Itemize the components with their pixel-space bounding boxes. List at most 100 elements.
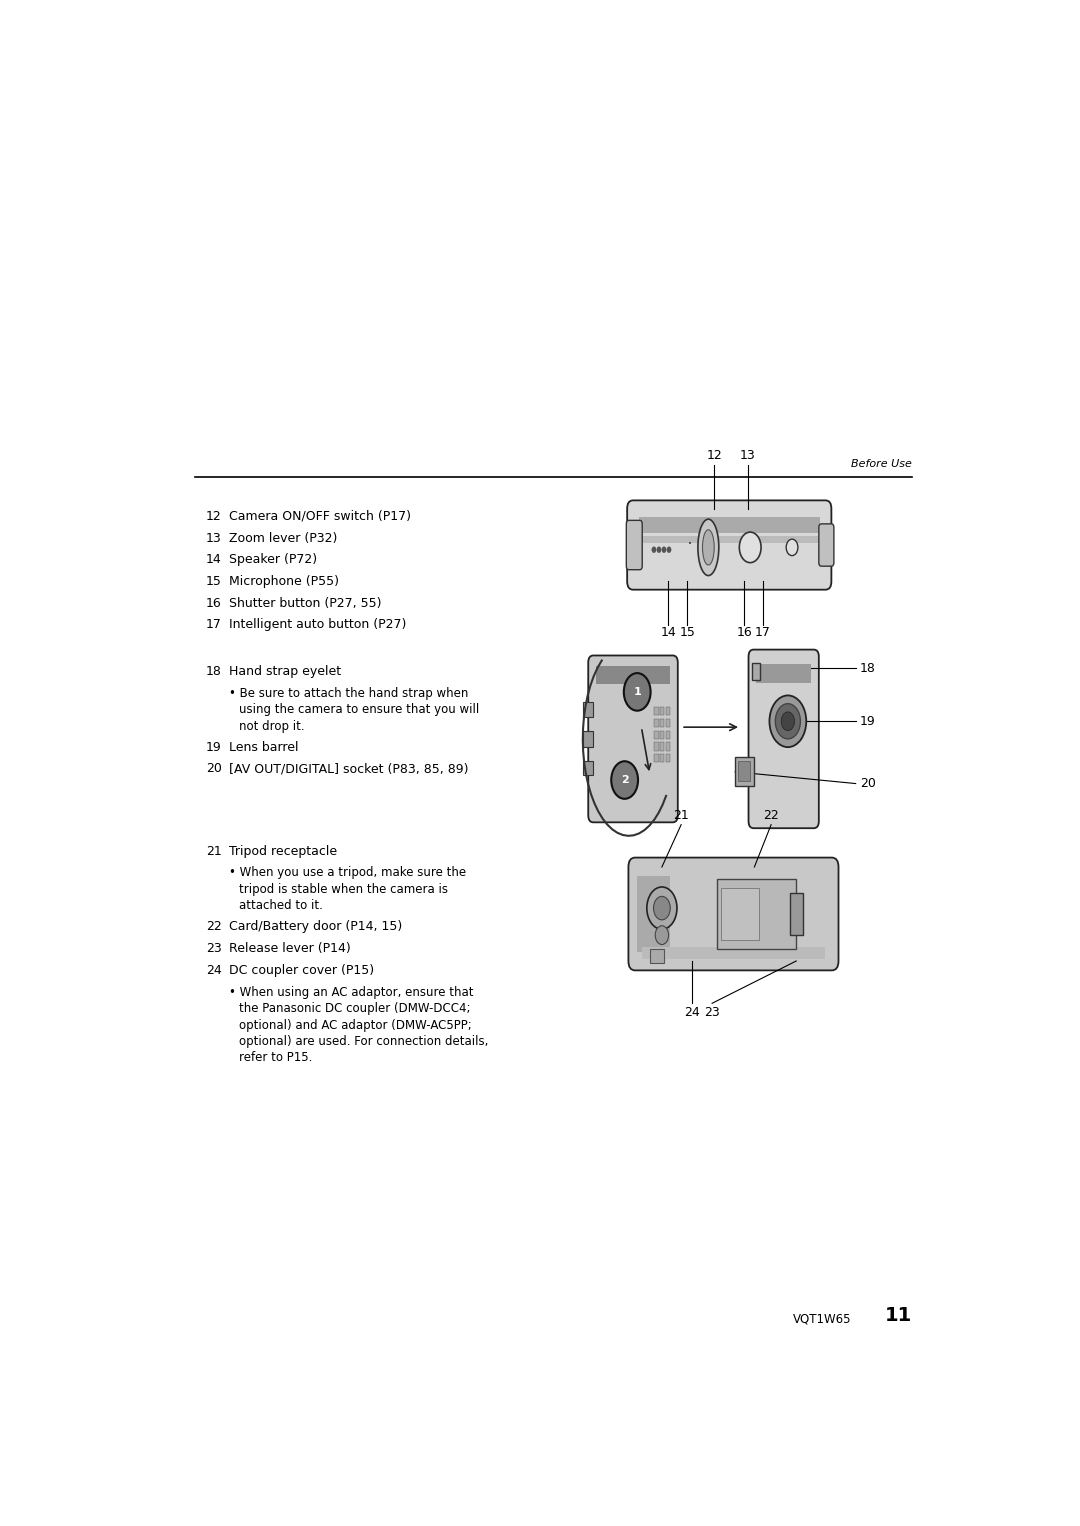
FancyBboxPatch shape xyxy=(627,501,832,589)
Text: [AV OUT/DIGITAL] socket (P83, 85, 89): [AV OUT/DIGITAL] socket (P83, 85, 89) xyxy=(229,763,469,775)
Text: Release lever (P14): Release lever (P14) xyxy=(229,942,351,955)
Text: using the camera to ensure that you will: using the camera to ensure that you will xyxy=(239,703,480,716)
Circle shape xyxy=(652,546,656,552)
Bar xyxy=(660,743,664,751)
Text: Before Use: Before Use xyxy=(851,459,912,468)
FancyBboxPatch shape xyxy=(589,656,678,823)
Text: 23: 23 xyxy=(206,942,221,955)
Text: 16: 16 xyxy=(737,626,752,639)
Bar xyxy=(650,949,663,963)
Circle shape xyxy=(769,696,807,748)
Bar xyxy=(791,893,802,935)
Text: 2: 2 xyxy=(621,775,629,784)
FancyBboxPatch shape xyxy=(819,523,834,566)
Bar xyxy=(654,743,659,751)
Text: Microphone (P55): Microphone (P55) xyxy=(229,575,339,588)
Bar xyxy=(654,707,659,716)
Text: Intelligent auto button (P27): Intelligent auto button (P27) xyxy=(229,618,406,632)
Text: 17: 17 xyxy=(206,618,222,632)
Text: optional) and AC adaptor (DMW-AC5PP;: optional) and AC adaptor (DMW-AC5PP; xyxy=(239,1018,472,1032)
Text: 13: 13 xyxy=(740,449,756,461)
Ellipse shape xyxy=(698,519,719,575)
Text: • When you use a tripod, make sure the: • When you use a tripod, make sure the xyxy=(229,867,465,879)
Text: 18: 18 xyxy=(206,665,222,678)
Text: 21: 21 xyxy=(206,845,221,858)
Circle shape xyxy=(647,887,677,929)
FancyArrowPatch shape xyxy=(684,723,737,731)
Bar xyxy=(717,879,796,949)
Text: 14: 14 xyxy=(660,626,676,639)
Text: Shutter button (P27, 55): Shutter button (P27, 55) xyxy=(229,597,381,610)
Text: the Panasonic DC coupler (DMW-DCC4;: the Panasonic DC coupler (DMW-DCC4; xyxy=(239,1003,470,1015)
Circle shape xyxy=(667,546,671,552)
Bar xyxy=(660,731,664,739)
Text: 22: 22 xyxy=(764,809,779,823)
Text: • When using an AC adaptor, ensure that: • When using an AC adaptor, ensure that xyxy=(229,986,473,998)
Bar xyxy=(654,754,659,763)
Text: optional) are used. For connection details,: optional) are used. For connection detai… xyxy=(239,1035,488,1048)
Bar xyxy=(583,761,593,775)
FancyBboxPatch shape xyxy=(626,520,643,569)
FancyBboxPatch shape xyxy=(748,650,819,829)
Bar xyxy=(642,946,825,958)
Text: not drop it.: not drop it. xyxy=(239,720,305,732)
Text: attached to it.: attached to it. xyxy=(239,899,323,913)
Text: tripod is stable when the camera is: tripod is stable when the camera is xyxy=(239,884,448,896)
Text: 20: 20 xyxy=(206,763,222,775)
Bar xyxy=(738,761,751,781)
Circle shape xyxy=(624,673,650,711)
Circle shape xyxy=(781,711,795,731)
Circle shape xyxy=(657,546,661,552)
Circle shape xyxy=(786,539,798,555)
Text: Speaker (P72): Speaker (P72) xyxy=(229,554,316,566)
Text: VQT1W65: VQT1W65 xyxy=(793,1312,851,1325)
Text: 13: 13 xyxy=(206,531,221,545)
Text: 21: 21 xyxy=(673,809,689,823)
Text: Hand strap eyelet: Hand strap eyelet xyxy=(229,665,341,678)
Text: 15: 15 xyxy=(679,626,696,639)
Bar xyxy=(654,719,659,728)
Text: 24: 24 xyxy=(206,964,221,977)
Bar xyxy=(639,517,820,533)
Text: • Be sure to attach the hand strap when: • Be sure to attach the hand strap when xyxy=(229,687,468,699)
Circle shape xyxy=(740,533,761,563)
Bar xyxy=(660,719,664,728)
Text: 17: 17 xyxy=(755,626,771,639)
Text: refer to P15.: refer to P15. xyxy=(239,1051,312,1065)
Text: •: • xyxy=(688,540,692,546)
Circle shape xyxy=(653,896,671,920)
Bar xyxy=(660,754,664,763)
Text: Camera ON/OFF switch (P17): Camera ON/OFF switch (P17) xyxy=(229,510,410,523)
Text: 14: 14 xyxy=(206,554,221,566)
Text: Lens barrel: Lens barrel xyxy=(229,740,298,754)
Text: Card/Battery door (P14, 15): Card/Battery door (P14, 15) xyxy=(229,920,402,934)
Bar xyxy=(666,719,671,728)
FancyBboxPatch shape xyxy=(629,858,838,971)
Text: 20: 20 xyxy=(860,777,876,790)
Circle shape xyxy=(656,926,669,945)
Bar xyxy=(583,702,593,717)
Bar xyxy=(735,757,754,786)
Bar xyxy=(660,707,664,716)
Bar xyxy=(666,707,671,716)
Bar xyxy=(583,731,593,748)
Text: 11: 11 xyxy=(885,1306,912,1325)
Bar xyxy=(666,743,671,751)
Text: 12: 12 xyxy=(206,510,221,523)
Text: 18: 18 xyxy=(860,662,876,674)
Bar xyxy=(666,731,671,739)
Text: 24: 24 xyxy=(684,1006,700,1019)
Bar xyxy=(654,731,659,739)
Circle shape xyxy=(611,761,638,798)
Circle shape xyxy=(775,703,800,739)
Ellipse shape xyxy=(702,530,714,565)
Bar xyxy=(635,536,824,543)
Text: 15: 15 xyxy=(206,575,222,588)
Text: DC coupler cover (P15): DC coupler cover (P15) xyxy=(229,964,374,977)
Text: 16: 16 xyxy=(206,597,221,610)
Bar xyxy=(756,664,811,682)
Bar xyxy=(637,876,671,952)
Text: Zoom lever (P32): Zoom lever (P32) xyxy=(229,531,337,545)
Bar xyxy=(596,665,671,684)
Bar xyxy=(666,754,671,763)
